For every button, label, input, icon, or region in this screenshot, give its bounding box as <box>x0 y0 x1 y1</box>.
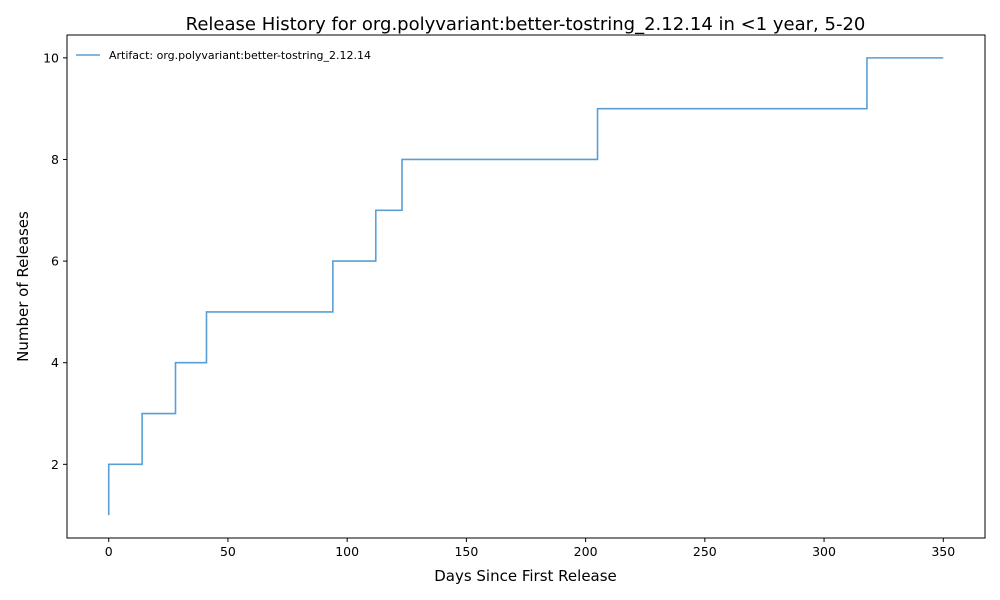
x-tick-label: 300 <box>812 544 836 559</box>
x-tick-label: 0 <box>105 544 113 559</box>
legend-label: Artifact: org.polyvariant:better-tostrin… <box>109 49 371 62</box>
x-tick-label: 100 <box>335 544 359 559</box>
y-tick-label: 10 <box>43 50 59 65</box>
x-tick-label: 250 <box>693 544 717 559</box>
chart-title: Release History for org.polyvariant:bett… <box>186 14 866 35</box>
y-axis-ticks: 2 4 6 8 10 <box>43 50 67 472</box>
plot-area <box>107 57 944 516</box>
y-tick-label: 4 <box>51 355 59 370</box>
y-tick-label: 2 <box>51 457 59 472</box>
x-tick-label: 200 <box>574 544 598 559</box>
x-tick-label: 350 <box>931 544 955 559</box>
legend: Artifact: org.polyvariant:better-tostrin… <box>76 49 371 62</box>
x-axis-label: Days Since First Release <box>434 567 617 585</box>
plot-frame <box>66 34 986 539</box>
series-line-0 <box>107 57 944 516</box>
x-tick-label: 50 <box>220 544 236 559</box>
y-tick-label: 6 <box>51 254 59 269</box>
y-axis-label: Number of Releases <box>14 211 32 362</box>
y-tick-label: 8 <box>51 152 59 167</box>
x-tick-label: 150 <box>454 544 478 559</box>
x-axis-ticks: 0 50 100 150 200 250 300 350 <box>105 538 955 559</box>
